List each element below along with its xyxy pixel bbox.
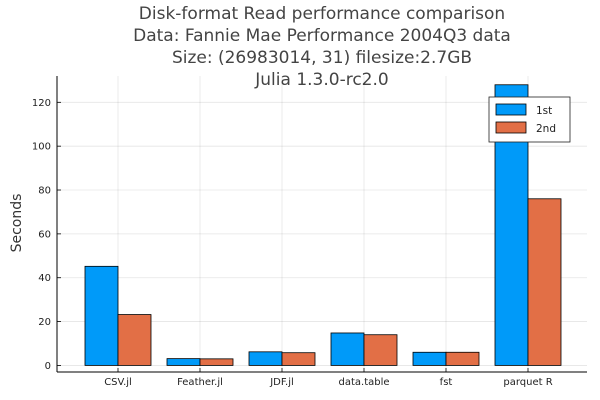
legend-swatch-2nd — [495, 121, 527, 134]
y-tick-label: 60 — [38, 229, 51, 240]
x-tick-label: JDF.jl — [269, 377, 294, 388]
y-axis-label: Seconds — [9, 194, 25, 253]
x-tick-label: fst — [440, 377, 453, 388]
y-tick-label: 100 — [32, 142, 51, 153]
bar-2nd-JDF.jl — [281, 352, 316, 366]
y-tick-label: 20 — [38, 317, 51, 328]
bar-1st-Feather.jl — [166, 358, 201, 366]
bar-1st-fst — [412, 351, 447, 366]
bar-2nd-fst — [445, 351, 480, 366]
legend: 1st 2nd — [488, 96, 571, 143]
x-tick-label: CSV.jl — [104, 377, 132, 388]
x-tick-label: parquet R — [503, 377, 552, 388]
title-line-1: Disk-format Read performance comparison — [139, 4, 505, 24]
bar-1st-CSV.jl — [84, 265, 119, 366]
bar-2nd-CSV.jl — [117, 314, 152, 366]
tick-labels: 0 20 40 60 80 100 120 CSV.jl Feather.jl JDF.jl dat… — [32, 98, 553, 388]
x-tick-label: data.table — [338, 377, 389, 388]
bar-1st-JDF.jl — [248, 351, 283, 366]
legend-label-1st: 1st — [536, 105, 552, 117]
bar-2nd-Feather.jl — [199, 358, 234, 366]
bar-1st-data.table — [330, 332, 365, 366]
axes — [56, 76, 587, 373]
bar-2nd-data.table — [363, 334, 398, 366]
chart-title: Disk-format Read performance comparison … — [133, 4, 511, 90]
title-line-2: Data: Fannie Mae Performance 2004Q3 data — [133, 26, 511, 46]
x-tick-label: Feather.jl — [177, 377, 223, 388]
y-tick-label: 0 — [45, 361, 51, 372]
y-tick-label: 120 — [32, 98, 51, 109]
legend-label-2nd: 2nd — [536, 123, 556, 135]
y-tick-label: 80 — [38, 186, 51, 197]
title-line-3: Size: (26983014, 31) filesize:2.7GB — [172, 48, 472, 68]
legend-swatch-1st — [495, 103, 527, 116]
title-line-4: Julia 1.3.0-rc2.0 — [254, 70, 388, 90]
y-tick-label: 40 — [38, 273, 51, 284]
bar-2nd-parquet R — [527, 198, 562, 366]
